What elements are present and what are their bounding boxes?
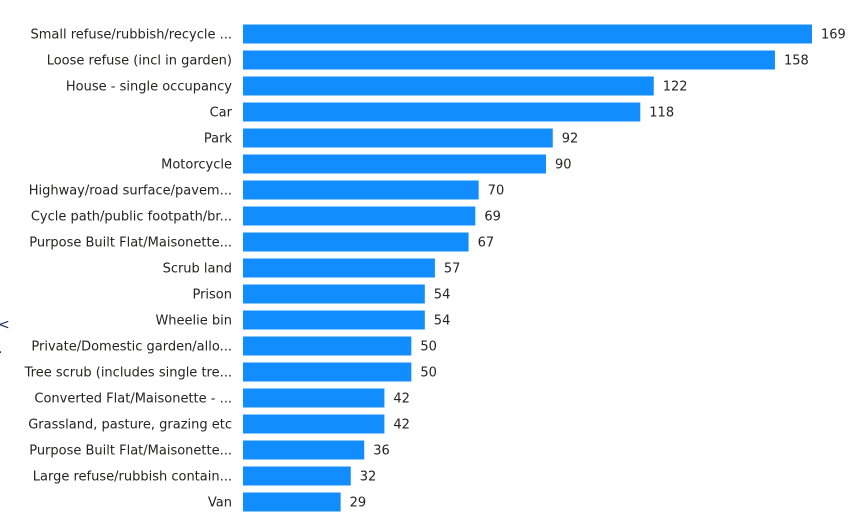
bar[interactable]	[243, 284, 425, 304]
bar[interactable]	[243, 76, 654, 96]
bar[interactable]	[243, 24, 812, 44]
bar[interactable]	[243, 388, 385, 408]
bar[interactable]	[243, 232, 469, 252]
category-label: Van	[208, 496, 232, 511]
bar[interactable]	[243, 180, 479, 200]
value-label: 158	[784, 54, 809, 69]
category-label: Grassland, pasture, grazing etc	[28, 418, 232, 433]
category-label: Tree scrub (includes single tre...	[24, 366, 232, 381]
category-label: Motorcycle	[161, 158, 232, 173]
bar[interactable]	[243, 362, 412, 382]
value-label: 54	[434, 314, 451, 329]
category-label: Loose refuse (incl in garden)	[47, 54, 232, 69]
bar[interactable]	[243, 50, 775, 70]
category-label: Small refuse/rubbish/recycle ...	[30, 28, 232, 43]
bar[interactable]	[243, 492, 341, 512]
bar[interactable]	[243, 466, 351, 486]
value-label: 118	[649, 106, 674, 121]
category-label: Park	[204, 132, 233, 147]
category-label: Purpose Built Flat/Maisonette...	[29, 236, 232, 251]
value-labels: 1691581221189290706967575454505042423632…	[350, 28, 846, 511]
bar[interactable]	[243, 206, 476, 226]
category-label: Car	[210, 106, 233, 121]
value-label: 69	[484, 210, 501, 225]
category-label: House - single occupancy	[66, 80, 232, 95]
value-label: 42	[393, 392, 410, 407]
value-label: 29	[350, 496, 367, 511]
bar[interactable]	[243, 440, 365, 460]
value-label: 169	[821, 28, 846, 43]
value-label: 50	[420, 366, 437, 381]
bar[interactable]	[243, 336, 412, 356]
category-label: Cycle path/public footpath/br...	[31, 210, 232, 225]
value-label: 67	[478, 236, 495, 251]
category-label: Scrub land	[163, 262, 232, 277]
category-label: Prison	[192, 288, 232, 303]
category-label: Purpose Built Flat/Maisonette...	[29, 444, 232, 459]
category-label: Private/Domestic garden/allo...	[31, 340, 232, 355]
bar[interactable]	[243, 128, 553, 148]
value-label: 57	[444, 262, 461, 277]
category-labels: Small refuse/rubbish/recycle ... Loose re…	[24, 28, 233, 511]
edge-glyph-1: <	[0, 317, 10, 333]
value-label: 32	[360, 470, 377, 485]
bar[interactable]	[243, 414, 385, 434]
value-label: 70	[488, 184, 505, 199]
category-label: Wheelie bin	[155, 314, 232, 329]
value-label: 50	[420, 340, 437, 355]
bar[interactable]	[243, 102, 641, 122]
bar[interactable]	[243, 258, 435, 278]
bar[interactable]	[243, 154, 547, 174]
value-label: 90	[555, 158, 572, 173]
bar[interactable]	[243, 310, 425, 330]
category-label: Highway/road surface/pavem...	[29, 184, 232, 199]
value-label: 54	[434, 288, 451, 303]
value-label: 122	[663, 80, 688, 95]
value-label: 36	[373, 444, 390, 459]
bars-layer	[243, 24, 812, 512]
edge-glyph-2: .	[0, 341, 2, 357]
value-label: 92	[562, 132, 579, 147]
value-label: 42	[393, 418, 410, 433]
category-label: Large refuse/rubbish contain...	[33, 470, 232, 485]
category-label: Converted Flat/Maisonette - ...	[34, 392, 232, 407]
